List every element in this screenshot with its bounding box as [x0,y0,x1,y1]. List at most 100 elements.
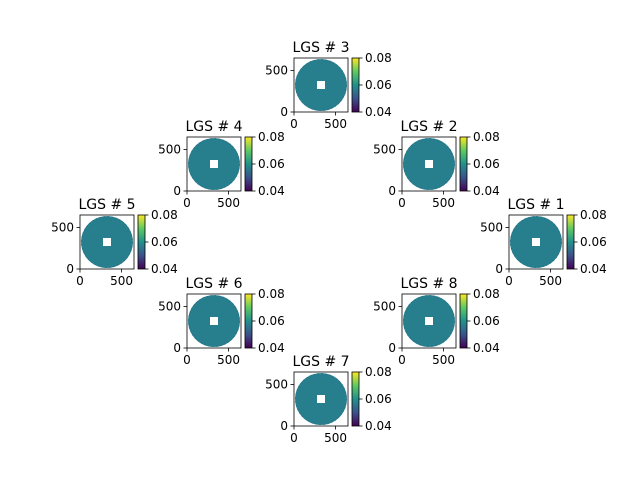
colorbar [244,136,253,192]
pupil-rim [81,216,133,268]
colorbar-tick-label: 0.06 [151,235,178,249]
y-tick-label: 0 [66,262,74,276]
pupil-rim [295,373,347,425]
panel-title: LGS # 1 [507,197,564,213]
panel-lgs-5: LGS # 5 0 500 0 500 0.04 0.06 0.08 [51,197,178,288]
panel-title: LGS # 8 [400,276,457,292]
colorbar-tick-label: 0.08 [365,51,392,65]
panel-title: LGS # 6 [185,276,242,292]
colorbar [566,214,575,270]
panel-lgs-7: LGS # 7 0 500 0 500 0.04 0.06 0.08 [265,354,392,445]
y-tick-label: 500 [158,142,181,156]
colorbar [351,57,360,113]
panel-lgs-6: LGS # 6 0 500 0 500 0.04 0.06 0.08 [158,276,285,367]
colorbar-tick-label: 0.06 [580,235,607,249]
axes-frame [186,136,242,192]
colorbar-tick-label: 0.04 [580,262,607,276]
axes-frame [293,57,349,113]
x-tick-label: 500 [432,196,455,210]
colorbar-tick-label: 0.08 [473,130,500,144]
x-tick-label: 0 [76,274,84,288]
y-tick-label: 500 [373,142,396,156]
colorbar-tick-label: 0.04 [365,105,392,119]
colorbar-tick-label: 0.08 [151,208,178,222]
axes-frame [186,293,242,349]
central-obscuration [425,317,433,325]
x-tick-label: 500 [324,431,347,445]
colorbar-tick-label: 0.06 [365,78,392,92]
panel-title: LGS # 4 [185,119,242,135]
panel-title: LGS # 2 [400,119,457,135]
colorbar [244,293,253,349]
panel-title: LGS # 5 [78,197,135,213]
x-tick-label: 500 [324,117,347,131]
panel-title: LGS # 3 [292,40,349,56]
colorbar-tick-label: 0.08 [258,287,285,301]
colorbar-tick-label: 0.04 [151,262,178,276]
y-tick-label: 500 [51,220,74,234]
pupil-rim [188,138,240,190]
central-obscuration [103,238,111,246]
y-tick-label: 500 [265,377,288,391]
colorbar-tick-label: 0.04 [473,184,500,198]
colorbar-tick-label: 0.08 [580,208,607,222]
colorbar-tick-label: 0.04 [258,341,285,355]
pupil-rim [188,295,240,347]
y-tick-label: 500 [158,299,181,313]
pupil-rim [510,216,562,268]
colorbar-tick-label: 0.08 [473,287,500,301]
x-tick-label: 500 [539,274,562,288]
y-tick-label: 0 [280,105,288,119]
central-obscuration [210,160,218,168]
central-obscuration [532,238,540,246]
central-obscuration [210,317,218,325]
colorbar-tick-label: 0.08 [258,130,285,144]
panel-title: LGS # 7 [292,354,349,370]
axes-frame [508,214,564,270]
x-tick-label: 500 [432,353,455,367]
x-tick-label: 500 [217,353,240,367]
x-tick-label: 0 [290,117,298,131]
colorbar [137,214,146,270]
x-tick-label: 0 [183,353,191,367]
colorbar-tick-label: 0.06 [473,157,500,171]
central-obscuration [317,395,325,403]
y-tick-label: 0 [280,419,288,433]
x-tick-label: 0 [398,196,406,210]
pupil-rim [295,59,347,111]
colorbar-tick-label: 0.04 [365,419,392,433]
x-tick-label: 0 [505,274,513,288]
y-tick-label: 500 [480,220,503,234]
axes-frame [79,214,135,270]
panel-lgs-4: LGS # 4 0 500 0 500 0.04 0.06 0.08 [158,119,285,210]
x-tick-label: 0 [398,353,406,367]
colorbar [459,293,468,349]
panel-lgs-3: LGS # 3 0 500 0 500 0.04 0.06 0.08 [265,40,392,131]
x-tick-label: 0 [183,196,191,210]
y-tick-label: 0 [173,341,181,355]
panel-lgs-8: LGS # 8 0 500 0 500 0.04 0.06 0.08 [373,276,500,367]
colorbar-tick-label: 0.06 [258,314,285,328]
y-tick-label: 0 [495,262,503,276]
pupil-rim [403,295,455,347]
panel-lgs-1: LGS # 1 0 500 0 500 0.04 0.06 0.08 [480,197,607,288]
colorbar [351,371,360,427]
colorbar-tick-label: 0.04 [258,184,285,198]
central-obscuration [317,81,325,89]
y-tick-label: 500 [373,299,396,313]
x-tick-label: 500 [110,274,133,288]
colorbar [459,136,468,192]
colorbar-tick-label: 0.08 [365,365,392,379]
colorbar-tick-label: 0.06 [365,392,392,406]
y-tick-label: 0 [173,184,181,198]
colorbar-tick-label: 0.06 [258,157,285,171]
central-obscuration [425,160,433,168]
pupil-rim [403,138,455,190]
y-tick-label: 0 [388,184,396,198]
colorbar-tick-label: 0.06 [473,314,500,328]
y-tick-label: 0 [388,341,396,355]
x-tick-label: 500 [217,196,240,210]
axes-frame [293,371,349,427]
